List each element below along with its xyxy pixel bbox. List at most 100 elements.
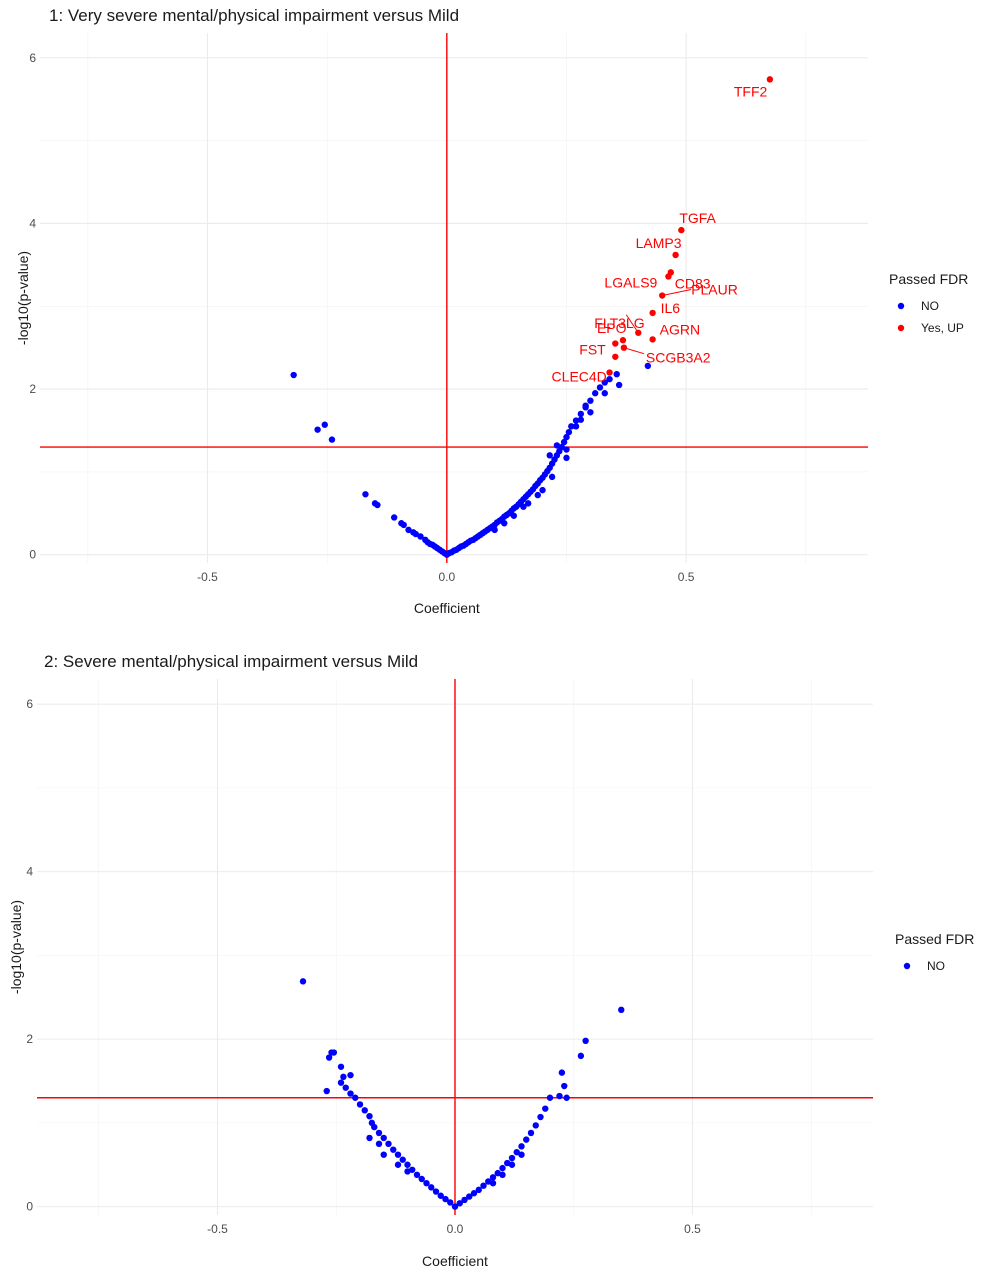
data-point [523, 1136, 530, 1143]
data-point [546, 452, 553, 459]
data-point [558, 1069, 566, 1076]
data-point [491, 526, 498, 534]
data-point [328, 436, 336, 443]
data-point [508, 1154, 516, 1162]
legend-label: Yes, UP [921, 321, 964, 335]
data-point [612, 340, 619, 347]
data-point [577, 410, 585, 418]
point-label: EPO [597, 320, 627, 336]
data-point [413, 1171, 421, 1178]
data-point [518, 1151, 525, 1158]
data-point [432, 1188, 440, 1195]
data-point [618, 1006, 625, 1014]
data-point [606, 369, 613, 376]
data-point [380, 1151, 387, 1158]
data-point [475, 1186, 482, 1194]
data-point [615, 381, 623, 389]
data-point [480, 1182, 487, 1189]
data-point [325, 1054, 333, 1061]
point-label: CLEC4D [552, 369, 607, 385]
data-point [405, 526, 412, 534]
data-point [649, 309, 656, 317]
point-label: AGRN [660, 321, 700, 337]
data-point [290, 371, 297, 379]
data-point [470, 1190, 478, 1197]
data-point [390, 1146, 397, 1153]
data-point [510, 512, 518, 519]
data-point [366, 1134, 373, 1142]
data-point [561, 1082, 568, 1090]
label-leader-line [625, 314, 639, 334]
data-point [577, 416, 585, 423]
point-label: FLT3LG [594, 315, 644, 331]
point-label: PLAUR [691, 282, 738, 298]
data-point [451, 1203, 459, 1210]
data-point [508, 1161, 516, 1168]
y-axis-label: -log10(p-value) [15, 251, 31, 345]
data-point [672, 251, 679, 259]
data-point [499, 1171, 506, 1178]
data-point [366, 1112, 373, 1120]
data-point [323, 1087, 330, 1095]
x-tick-label: 0.5 [678, 570, 695, 584]
data-point [582, 1037, 589, 1044]
data-point [587, 409, 594, 416]
chart-1-svg: -0.5 0.0 0.5 0 2 4 6 Coefficient -log10(p-value)… [15, 33, 968, 616]
point-label: SCGB3A2 [646, 350, 711, 366]
data-point [501, 520, 508, 527]
y-tick-label: 4 [26, 865, 33, 879]
data-point [394, 1151, 402, 1158]
data-point [520, 503, 527, 510]
data-point [582, 402, 589, 409]
data-point [400, 521, 407, 529]
data-point [565, 428, 573, 436]
data-point [337, 1063, 345, 1070]
chart-title: 1: Very severe mental/physical impairmen… [49, 6, 460, 25]
data-point [556, 1092, 563, 1100]
data-point [563, 446, 570, 453]
data-point [568, 423, 575, 430]
y-tick-label: 0 [29, 548, 36, 562]
data-point [374, 501, 381, 509]
data-point [337, 1079, 345, 1086]
data-point [532, 1122, 539, 1129]
data-point [399, 1156, 406, 1163]
data-point [606, 375, 613, 383]
data-point [546, 1094, 554, 1101]
data-point [678, 226, 685, 234]
y-tick-label: 6 [29, 51, 36, 65]
x-tick-label: 0.0 [447, 1222, 464, 1236]
data-point [380, 1134, 387, 1142]
data-point [601, 390, 608, 397]
point-label: FST [579, 342, 606, 358]
point-label: LAMP3 [636, 235, 682, 251]
x-tick-label: 0.5 [684, 1222, 701, 1236]
y-tick-label: 6 [26, 697, 33, 711]
data-point [442, 1195, 449, 1203]
data-point [428, 1184, 435, 1191]
data-point [572, 423, 580, 430]
data-point [456, 1200, 463, 1207]
data-point [437, 1192, 444, 1199]
data-point [404, 1168, 411, 1175]
data-point [534, 491, 541, 499]
data-point [665, 273, 672, 280]
data-point [375, 1140, 383, 1148]
data-point [466, 1193, 473, 1200]
data-point [596, 384, 604, 391]
data-point [577, 1052, 585, 1060]
label-leader-line [662, 289, 692, 297]
data-point [489, 1174, 497, 1181]
point-label: LGALS9 [604, 274, 657, 290]
data-point [362, 491, 369, 498]
data-point [423, 1179, 430, 1187]
x-axis-label: Coefficient [422, 1253, 488, 1269]
y-tick-label: 0 [26, 1200, 33, 1214]
chart-panel-2: 2: Severe mental/physical impairment ver… [0, 646, 998, 1280]
legend-key [897, 302, 905, 310]
x-tick-label: -0.5 [207, 1222, 228, 1236]
data-point [649, 336, 656, 343]
data-point [394, 1161, 402, 1168]
x-tick-label: -0.5 [197, 570, 218, 584]
chart-title: 2: Severe mental/physical impairment ver… [44, 652, 419, 671]
